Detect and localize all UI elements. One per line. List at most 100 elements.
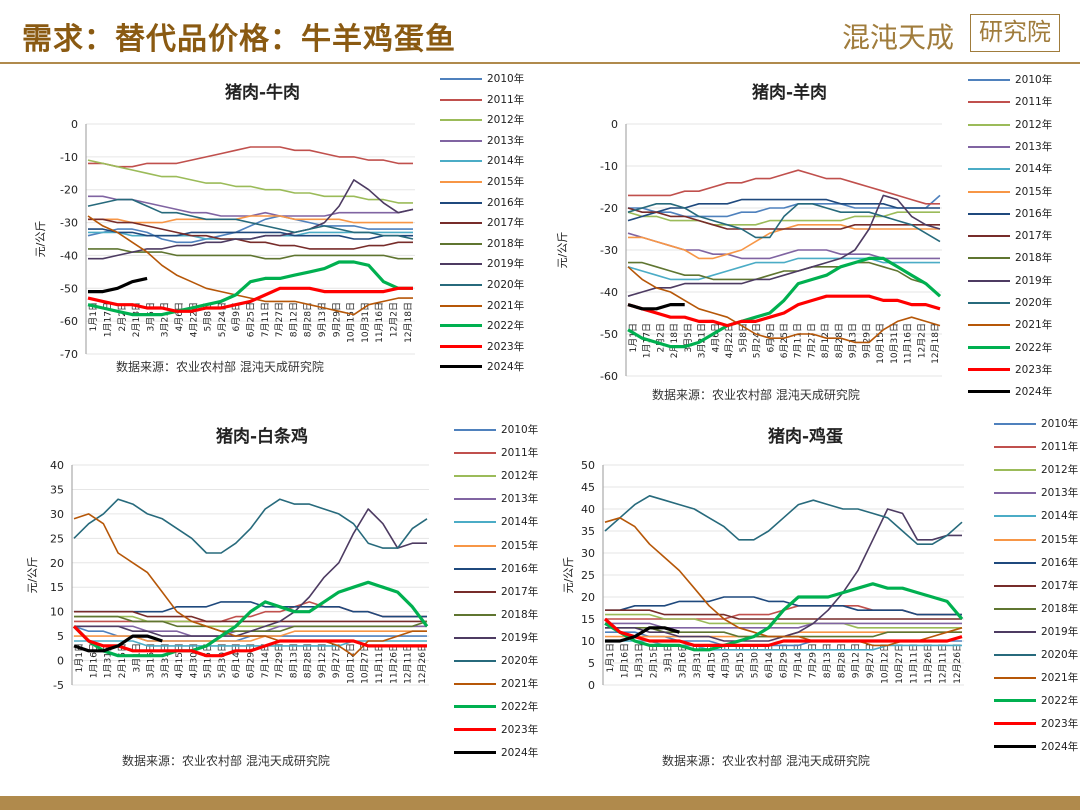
x-tick-label: 2月2日: [117, 302, 128, 331]
x-tick-label: 7月14日: [260, 643, 271, 678]
series-line-2024年: [605, 626, 680, 643]
legend-item: 2011年: [440, 92, 540, 108]
x-tick-label: 4月6日: [710, 323, 721, 352]
legend-item: 2012年: [968, 117, 1068, 133]
legend-label: 2018年: [1015, 252, 1053, 265]
x-tick-label: 10月15日: [346, 302, 357, 343]
x-tick-label: 12月11日: [937, 643, 948, 684]
x-tick-label: 4月6日: [174, 302, 185, 331]
legend-label: 2019年: [1015, 274, 1053, 287]
series-line-2011年: [88, 146, 413, 168]
x-tick-label: 7月29日: [807, 643, 818, 678]
legend-label: 2024年: [1015, 386, 1053, 399]
legend-item: 2011年: [454, 445, 554, 461]
x-tick-label: 8月13日: [288, 643, 299, 678]
series-line-2024年: [88, 276, 148, 294]
legend-item: 2024年: [454, 745, 554, 761]
legend-swatch: [440, 263, 482, 266]
x-tick-label: 2月2日: [655, 323, 666, 352]
legend-item: 2021年: [454, 676, 554, 692]
legend-swatch: [440, 365, 482, 369]
legend-swatch: [454, 475, 496, 478]
footer-bar: [0, 796, 1080, 810]
y-axis-label: 元/公斤: [562, 557, 575, 594]
legend-swatch: [440, 98, 482, 101]
x-tick-label: 11月11日: [908, 643, 919, 684]
x-tick-label: 8月12日: [820, 323, 831, 358]
legend-swatch: [454, 751, 496, 755]
legend-label: 2010年: [487, 73, 525, 85]
series-line-2010年: [628, 194, 941, 218]
x-tick-label: 10月27日: [360, 643, 371, 684]
x-tick-label: 7月14日: [793, 643, 804, 678]
legend-item: 2016年: [454, 561, 554, 577]
series-line-2012年: [627, 211, 940, 226]
data-source: 数据来源：农业农村部 混沌天成研究院: [116, 360, 324, 374]
legend-swatch: [968, 190, 1010, 193]
legend-label: 2017年: [501, 585, 539, 598]
x-tick-label: 3月31日: [692, 643, 703, 678]
legend-label: 2016年: [501, 562, 539, 575]
series-line-2013年: [627, 232, 940, 260]
legend-label: 2010年: [501, 424, 539, 436]
legend-label: 2014年: [1041, 510, 1079, 523]
x-tick-label: 6月29日: [246, 643, 257, 678]
legend-swatch: [968, 279, 1010, 282]
legend-item: 2019年: [454, 630, 554, 646]
legend-label: 2017年: [1041, 579, 1079, 592]
x-tick-label: 12月18日: [403, 302, 414, 343]
legend-label: 2016年: [1041, 556, 1079, 569]
legend-label: 2020年: [501, 655, 539, 667]
legend-label: 2013年: [501, 493, 539, 506]
x-tick-label: 7月27日: [806, 323, 817, 358]
legend-swatch: [454, 660, 496, 662]
legend-label: 2010年: [1041, 418, 1079, 430]
x-tick-label: 10月27日: [894, 643, 905, 684]
legend-label: 2022年: [487, 320, 525, 333]
x-tick-label: 4月22日: [724, 323, 735, 358]
series-line-2022年: [87, 260, 413, 317]
y-tick-label: 20: [581, 591, 595, 604]
series-line-2022年: [627, 256, 942, 349]
series-line-2020年: [87, 198, 414, 240]
legend-item: 2020年: [968, 295, 1068, 311]
legend-swatch: [968, 123, 1010, 126]
legend-swatch: [440, 344, 482, 348]
legend-label: 2017年: [487, 217, 525, 230]
legend-label: 2019年: [1041, 625, 1079, 638]
legend-swatch: [968, 212, 1010, 215]
y-tick-label: 0: [57, 655, 64, 668]
legend-item: 2014年: [968, 161, 1068, 177]
x-tick-label: 2月15日: [649, 643, 660, 678]
y-axis-label: 元/公斤: [26, 557, 39, 594]
legend-swatch: [994, 584, 1036, 587]
legend-item: 2020年: [454, 653, 554, 669]
series-line-2020年: [627, 203, 941, 243]
legend-swatch: [968, 345, 1010, 349]
chart-title: 猪肉-白条鸡: [216, 427, 309, 447]
x-tick-label: 8月28日: [834, 323, 845, 358]
legend-label: 2021年: [1015, 319, 1053, 332]
x-tick-label: 12月2日: [389, 302, 400, 337]
x-tick-label: 7月11日: [793, 323, 804, 358]
legend-label: 2011年: [1015, 96, 1053, 109]
data-source: 数据来源：农业农村部 混沌天成研究院: [122, 754, 330, 768]
series-line-2022年: [604, 582, 964, 652]
legend-swatch: [994, 423, 1036, 425]
x-tick-label: 3月21日: [160, 302, 171, 337]
legend-label: 2021年: [501, 678, 539, 691]
legend-swatch: [454, 521, 496, 524]
x-tick-label: 6月14日: [764, 643, 775, 678]
legend-item: 2022年: [968, 340, 1068, 356]
series-line-2022年: [72, 580, 429, 658]
legend-label: 2023年: [487, 340, 525, 353]
x-tick-label: 10月12日: [880, 643, 891, 684]
y-tick-label: 40: [50, 459, 64, 472]
legend-label: 2020年: [487, 279, 525, 291]
x-tick-label: 7月29日: [274, 643, 285, 678]
x-tick-label: 6月25日: [246, 302, 257, 337]
x-tick-label: 9月29日: [861, 323, 872, 358]
header-divider: [0, 62, 1080, 64]
legend-swatch: [440, 160, 482, 163]
